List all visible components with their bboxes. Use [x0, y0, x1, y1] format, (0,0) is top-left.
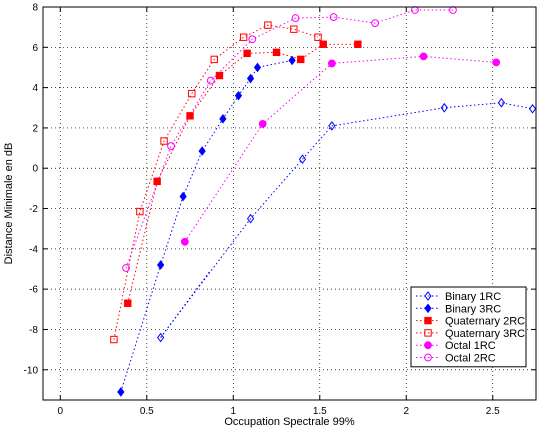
point-octal-2rc [248, 35, 257, 44]
point-octal-1rc [180, 237, 189, 246]
x-tick-label: 0 [58, 406, 64, 417]
point-octal-2rc [291, 14, 300, 22]
legend-label: Binary 1RC [445, 291, 501, 303]
point-quaternary-2rc [124, 299, 132, 307]
series-line-octal-2rc [125, 9, 453, 269]
point-binary-3rc [288, 55, 296, 66]
x-tick-label: 2.5 [486, 406, 500, 417]
legend-marker [424, 316, 432, 325]
point-quaternary-2rc [153, 177, 161, 186]
y-tick-label: 8 [32, 3, 38, 14]
x-tick-label: 2 [403, 406, 409, 417]
point-octal-2rc [371, 19, 380, 28]
point-binary-1rc [440, 102, 448, 113]
point-binary-3rc [117, 387, 125, 397]
legend-box [410, 286, 527, 368]
point-quaternary-3rc [210, 55, 218, 64]
point-quaternary-3rc [290, 25, 298, 33]
y-tick-label: -6 [29, 285, 38, 296]
legend-marker [424, 353, 432, 362]
series-line-binary-1rc [160, 102, 533, 338]
legend-label: Quaternary 2RC [445, 316, 525, 328]
point-quaternary-3rc [314, 33, 322, 41]
point-binary-3rc [179, 191, 187, 202]
point-octal-1rc [327, 59, 336, 68]
y-tick-label: 0 [32, 164, 38, 175]
point-quaternary-3rc [188, 89, 196, 98]
legend-marker [424, 329, 432, 337]
point-quaternary-3rc [239, 33, 248, 41]
point-quaternary-2rc [354, 40, 362, 48]
point-binary-1rc [528, 103, 537, 114]
x-tick-label: 1 [230, 406, 236, 417]
point-octal-1rc [419, 52, 428, 61]
legend-marker [424, 291, 432, 301]
point-binary-3rc [219, 114, 227, 124]
point-octal-2rc [329, 13, 338, 21]
legend-marker [424, 303, 432, 314]
y-tick-label: -4 [29, 244, 38, 255]
point-quaternary-2rc [243, 49, 251, 58]
point-binary-3rc [198, 146, 206, 156]
x-axis-label: Occupation Spectrale 99% [224, 416, 354, 428]
point-quaternary-2rc [319, 40, 327, 48]
point-quaternary-3rc [264, 21, 272, 29]
y-tick-label: -2 [29, 204, 38, 215]
series-line-quaternary-3rc [113, 24, 319, 340]
x-tick-label: 0.5 [140, 406, 154, 417]
point-octal-1rc [258, 119, 267, 128]
legend-label: Quaternary 3RC [445, 328, 525, 340]
y-tick-label: 6 [32, 43, 38, 54]
point-octal-1rc [492, 58, 501, 67]
legend-label: Octal 2RC [445, 353, 496, 365]
plot-frame [42, 6, 537, 401]
point-binary-1rc [246, 213, 255, 224]
point-octal-2rc [167, 142, 175, 150]
axis-ticks: 0 0.5 1 1.5 2 2.5 -10 -8 -6 -4 -2 0 2 4 6 8 [24, 3, 536, 417]
point-quaternary-2rc [186, 112, 194, 120]
point-binary-3rc [157, 260, 165, 270]
point-binary-1rc [157, 332, 165, 343]
y-tick-label: -10 [24, 365, 39, 376]
legend-label: Octal 1RC [445, 340, 496, 352]
point-binary-1rc [298, 154, 307, 164]
point-octal-2rc [206, 76, 215, 85]
legend-marker [424, 341, 432, 350]
grid-lines [43, 6, 536, 400]
y-tick-label: 4 [32, 83, 38, 94]
point-binary-3rc [234, 90, 243, 101]
point-binary-3rc [246, 73, 255, 84]
point-quaternary-2rc [272, 48, 281, 57]
y-axis-label: Distance Minimale en dB [3, 143, 15, 265]
point-binary-3rc [253, 62, 262, 73]
point-quaternary-3rc [110, 335, 118, 344]
point-quaternary-3rc [136, 207, 144, 216]
point-quaternary-3rc [160, 137, 168, 145]
point-quaternary-2rc [215, 71, 224, 80]
point-octal-2rc [122, 264, 130, 272]
point-binary-1rc [328, 121, 336, 131]
x-tick-label: 1.5 [313, 406, 327, 417]
point-quaternary-2rc [297, 55, 305, 64]
y-tick-label: -8 [29, 325, 38, 336]
series-markers [110, 6, 537, 397]
legend-label: Binary 3RC [445, 303, 501, 315]
y-tick-label: 2 [32, 123, 38, 134]
point-binary-1rc [497, 97, 506, 108]
